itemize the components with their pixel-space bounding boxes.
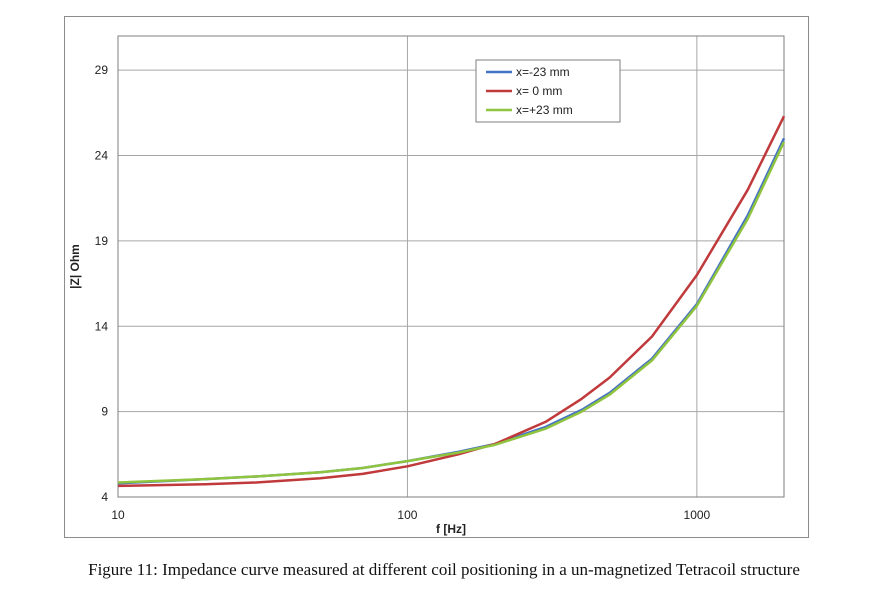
legend-label: x= 0 mm: [516, 84, 562, 98]
x-tick-label: 100: [397, 508, 417, 522]
impedance-chart: 4 9 14 19 24 29 10 100 1000 f [Hz] |Z| Ohm x=-23…: [68, 35, 786, 536]
series-line-1: [117, 137, 786, 485]
legend-label: x=+23 mm: [516, 103, 573, 117]
series-line-2: [117, 115, 786, 488]
figure-caption: Figure 11: Impedance curve measured at d…: [88, 560, 800, 579]
plot-area-border: [117, 35, 785, 498]
y-tick-label: 4: [101, 490, 108, 504]
y-tick-label: 19: [95, 234, 109, 248]
series-lines: [117, 115, 786, 488]
y-axis-title: |Z| Ohm: [68, 244, 82, 289]
chart-frame: 4 9 14 19 24 29 10 100 1000 f [Hz] |Z| Ohm x=-23…: [64, 16, 809, 538]
legend: x=-23 mm x= 0 mm x=+23 mm: [475, 59, 621, 123]
y-tick-label: 29: [95, 63, 109, 77]
y-tick-label: 14: [95, 319, 109, 333]
x-tick-label: 1000: [684, 508, 711, 522]
series-line-3: [117, 141, 786, 484]
x-tick-label: 10: [111, 508, 125, 522]
tick-labels: 4 9 14 19 24 29 10 100 1000: [95, 63, 711, 522]
y-tick-label: 24: [95, 149, 109, 163]
y-tick-label: 9: [101, 405, 108, 419]
legend-label: x=-23 mm: [516, 65, 570, 79]
grid-lines: [117, 36, 784, 498]
x-axis-title: f [Hz]: [436, 522, 466, 536]
